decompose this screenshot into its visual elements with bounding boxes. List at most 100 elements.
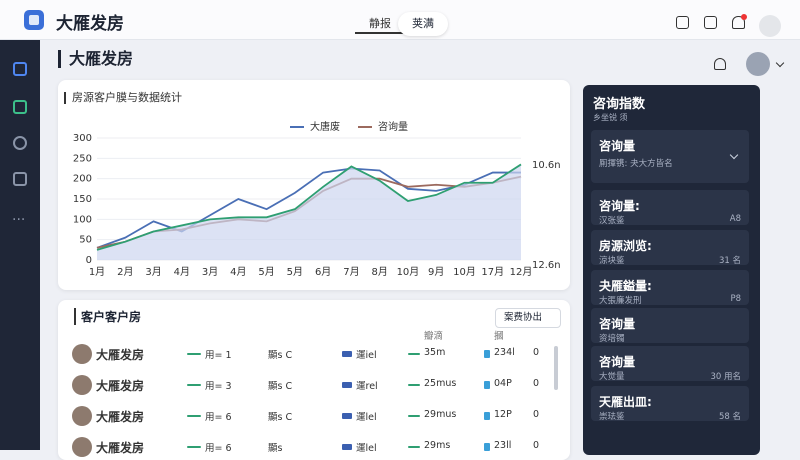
sidebar: ··· (0, 40, 40, 450)
bell-button[interactable] (714, 58, 726, 70)
filter-dropdown[interactable]: 案费协出 (495, 308, 561, 328)
cell-icon (342, 413, 352, 419)
metric-card: 咨询量大觉量 30 用名 (591, 346, 749, 382)
x-tick-label: 4月 (230, 266, 246, 278)
x-tick-label: 7月 (343, 266, 359, 278)
cell-icon (187, 384, 201, 386)
metric-card[interactable]: 咨询量厠揮镌: 夬大方皆名 (591, 130, 749, 183)
metric-card: 咨询量: 汉张鉴 A8 (591, 190, 749, 226)
table-cell: 顯s C (268, 350, 293, 361)
cell-icon (187, 415, 201, 417)
nav-more[interactable]: ··· (12, 212, 26, 228)
table-cell: 0 (533, 440, 540, 451)
area (97, 164, 521, 260)
y-tick-label: 100 (73, 214, 92, 225)
customer-name: 大雁发房 (96, 410, 145, 424)
table-cell: 23ll (494, 440, 512, 451)
cell-icon (342, 382, 352, 388)
avatar (72, 406, 92, 426)
icon-button[interactable] (676, 16, 689, 29)
line (96, 163, 522, 251)
chart-card: 房源客户膜与数据统计 0 50 100 150 200 250 300 1月 2月 3月 4月 3月 4月… (58, 80, 570, 290)
cell-icon (484, 350, 490, 358)
metric-sub: 汉张鉴 (599, 216, 625, 226)
column-header: 摑 (494, 331, 504, 342)
metric-label: 咨询量 (599, 355, 636, 369)
column-header: 瓣滴 (424, 331, 444, 342)
cell-icon (484, 412, 490, 420)
y-tick-label: 150 (73, 194, 92, 205)
nav-icon[interactable] (13, 100, 27, 114)
table-cell: 用= 6 (205, 412, 232, 423)
metric-card: 天雁出皿: 崇珐鉴 58 名 (591, 386, 749, 422)
cell-icon (408, 353, 420, 355)
table-cell: 25mus (424, 378, 457, 389)
metric-sub: 厠揮镌: 夬大方皆名 (599, 159, 673, 169)
table-cell: 顯s (268, 443, 283, 454)
dropdown-arrow[interactable] (775, 58, 785, 68)
annotation: 12.6n (532, 260, 561, 271)
metric-label: 夬雁鎰量: (599, 279, 652, 293)
line (96, 167, 521, 249)
x-tick-label: 5月 (258, 266, 274, 278)
y-tick-label: 50 (79, 235, 92, 246)
logo[interactable] (24, 10, 44, 30)
table-cell: 運lel (356, 412, 377, 423)
notification-button[interactable] (732, 16, 745, 29)
metric-sub: 大觉量 (599, 372, 625, 382)
table-cell: 運lel (356, 443, 377, 454)
avatar[interactable] (759, 15, 781, 37)
nav-icon[interactable] (13, 62, 27, 76)
metric-sub: 资培镯 (599, 334, 625, 344)
y-tick-label: 0 (86, 255, 92, 266)
x-tick-label: 17月 (481, 266, 504, 278)
cell-icon (187, 353, 201, 355)
cell-icon (484, 443, 490, 451)
tab[interactable]: 静报 (355, 12, 405, 34)
nav-icon[interactable] (13, 136, 27, 150)
metric-label: 咨询量: (599, 199, 640, 213)
y-tick-label: 200 (73, 174, 92, 185)
x-tick-label: 6月 (315, 266, 331, 278)
table-cell: 0 (533, 347, 540, 358)
annotation: 10.6n (532, 160, 561, 171)
table-cell: 29ms (424, 440, 451, 451)
nav-icon[interactable] (13, 172, 27, 186)
table-title: 客户客户房 (74, 308, 141, 325)
legend-label: 大唐废 (310, 120, 340, 133)
table-cell: 顯s C (268, 412, 293, 423)
cell-icon (408, 384, 420, 386)
user-avatar[interactable] (746, 52, 770, 76)
side-panel: 咨询指数 乡坐锐 须 咨询量 厠揮镌: 夬大方皆名 咨询量: 汉张鉴 A8 房源浏览: 涼块… (583, 85, 760, 455)
x-tick-label: 4月 (174, 266, 190, 278)
metric-sub: 崇珐鉴 (599, 412, 625, 422)
icon-button[interactable] (704, 16, 717, 29)
x-tick-label: 9月 (428, 266, 444, 278)
tab[interactable]: 荚满 (398, 12, 448, 36)
cell-icon (408, 415, 420, 417)
cell-icon (484, 381, 490, 389)
metric-value: P8 (730, 294, 741, 304)
metric-label: 咨询量 (599, 317, 636, 331)
customer-name: 大雁发房 (96, 348, 145, 362)
x-tick-label: 1月 (89, 266, 105, 278)
x-tick-label: 3月 (145, 266, 161, 278)
chart-title: 房源客户膜与数据统计 (72, 90, 182, 104)
metric-card: 夬雁鎰量: 大張廉发刑 P8 (591, 270, 749, 306)
scrollbar[interactable] (554, 346, 558, 390)
page-title: 大雁发房 (58, 50, 133, 68)
x-tick-label: 8月 (371, 266, 387, 278)
chart: 房源客户膜与数据统计 0 50 100 150 200 250 300 1月 2月 3月 4月 3月 4月… (64, 90, 561, 278)
metric-value: 31 名 (718, 256, 741, 266)
cell-icon (342, 351, 352, 357)
table-cell: 35m (424, 347, 446, 358)
metric-value: 58 名 (718, 412, 741, 422)
panel-subtitle: 乡坐锐 须 (593, 113, 628, 122)
metric-value: 30 用名 (710, 372, 741, 382)
metric-card: 咨询量 资培镯 (591, 308, 749, 344)
metric-label: 房源浏览: (599, 239, 652, 253)
x-tick-label: 12月 (510, 266, 533, 278)
metric-label: 咨询量 (599, 139, 636, 153)
metric-sub: 大張廉发刑 (599, 296, 642, 306)
